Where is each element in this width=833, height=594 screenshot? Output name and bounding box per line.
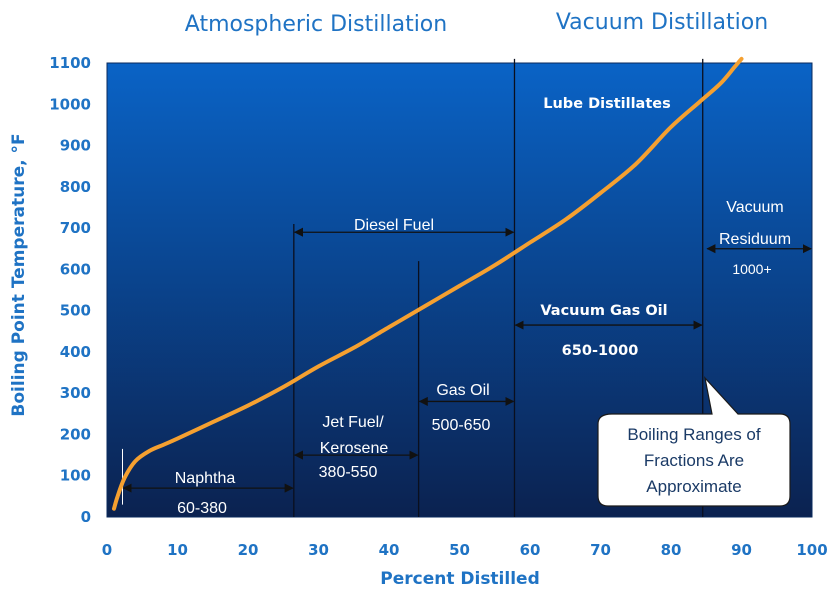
lube-distillates-label: Lube Distillates (543, 96, 670, 112)
y-tick-label: 600 (60, 260, 91, 278)
y-tick-label: 0 (81, 508, 91, 526)
jet-fuel-label-line2: Kerosene (320, 440, 389, 457)
y-tick-label: 300 (60, 384, 91, 402)
x-axis-ticks: 0 10 20 30 40 50 60 70 80 90 100 (102, 541, 828, 559)
x-tick-label: 50 (449, 541, 470, 559)
naphtha-label: Naphtha (175, 470, 236, 487)
vacuum-residuum-label-line1: Vacuum (726, 199, 784, 216)
x-tick-label: 20 (238, 541, 259, 559)
jet-fuel-range: 380-550 (319, 464, 378, 481)
boiling-curve-layer (112, 56, 744, 511)
y-tick-label: 900 (60, 137, 91, 155)
vacuum-residuum-range: 1000+ (732, 261, 771, 277)
y-tick-label: 200 (60, 425, 91, 443)
gas-oil-label: Gas Oil (436, 382, 489, 399)
callout-line-3: Approximate (646, 477, 741, 496)
x-tick-label: 30 (308, 541, 329, 559)
x-tick-label: 100 (796, 541, 827, 559)
y-tick-label: 800 (60, 178, 91, 196)
x-tick-label: 10 (167, 541, 188, 559)
y-tick-label: 400 (60, 343, 91, 361)
y-tick-label: 100 (60, 467, 91, 485)
x-tick-label: 70 (590, 541, 611, 559)
y-axis-title: Boiling Point Temperature, °F (9, 133, 29, 416)
y-axis-ticks: 0 100 200 300 400 500 600 700 800 900 1000 1100 (49, 54, 91, 526)
vacuum-residuum-label-line2: Residuum (719, 231, 791, 248)
callout-line-1: Boiling Ranges of (627, 425, 761, 444)
vacuum-distillation-title: Vacuum Distillation (556, 10, 768, 35)
boiling-point-curve (112, 56, 744, 511)
x-tick-label: 60 (520, 541, 541, 559)
diesel-fuel-label: Diesel Fuel (354, 217, 434, 234)
y-tick-label: 500 (60, 302, 91, 320)
y-tick-label: 700 (60, 219, 91, 237)
vacuum-gas-oil-range: 650-1000 (562, 343, 639, 359)
approximate-ranges-callout: Boiling Ranges of Fractions Are Approxim… (597, 376, 791, 507)
callout-line-2: Fractions Are (644, 451, 744, 470)
vacuum-gas-oil-label: Vacuum Gas Oil (540, 303, 667, 319)
y-tick-label: 1000 (49, 95, 91, 113)
x-tick-label: 40 (379, 541, 400, 559)
naphtha-range: 60-380 (177, 500, 227, 517)
gas-oil-range: 500-650 (432, 417, 491, 434)
fraction-arrows (122, 227, 812, 493)
x-tick-label: 0 (102, 541, 112, 559)
y-tick-label: 1100 (49, 54, 91, 72)
atmospheric-distillation-title: Atmospheric Distillation (185, 12, 447, 37)
x-axis-title: Percent Distilled (380, 569, 540, 589)
x-tick-label: 80 (661, 541, 682, 559)
x-tick-label: 90 (731, 541, 752, 559)
jet-fuel-label-line1: Jet Fuel/ (322, 414, 384, 431)
